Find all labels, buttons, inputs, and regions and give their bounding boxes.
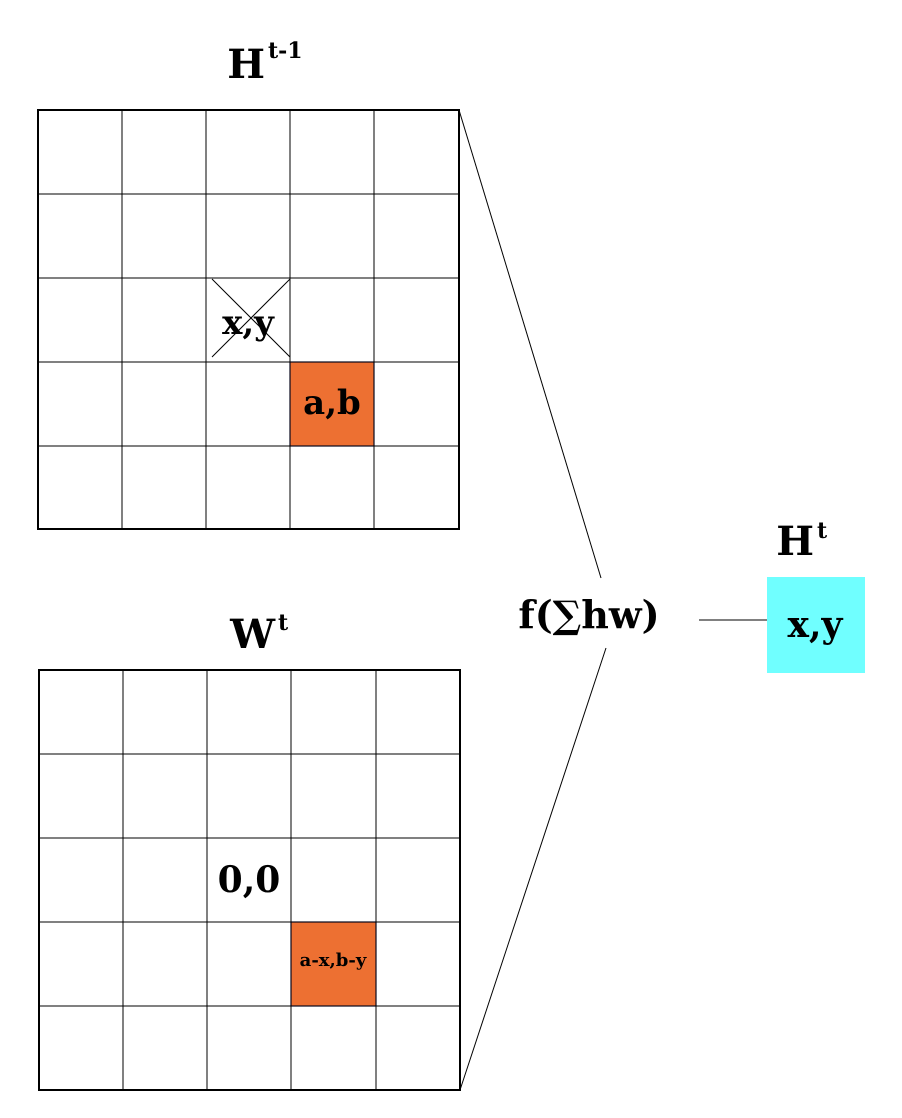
top-grid-cross-b [211, 278, 291, 358]
output-title-sup: t [817, 518, 828, 544]
output-cell-label: x,y [788, 604, 844, 646]
connector-bottom [459, 647, 607, 1091]
function-label: f(∑hw) [518, 592, 659, 637]
output-title-main: H [776, 518, 814, 565]
bottom-grid: 0,0 a-x,b-y [38, 669, 461, 1091]
bottom-grid-title: W [229, 611, 276, 658]
bottom-grid-border [38, 669, 461, 1091]
output-title: H [776, 518, 814, 565]
top-grid-highlight-label: a,b [303, 383, 361, 423]
top-grid-title: H [227, 41, 265, 88]
bottom-grid-highlight-label: a-x,b-y [300, 950, 367, 971]
output-cell [767, 577, 865, 673]
top-grid-title-main: H [227, 41, 265, 88]
bottom-grid-origin-label: 0,0 [218, 859, 281, 901]
top-grid-border [37, 109, 460, 530]
top-grid-origin-label: x,y [222, 303, 275, 343]
top-grid-highlight-cell [289, 361, 375, 447]
bottom-grid-highlight-cell [290, 921, 377, 1007]
bottom-grid-title-main: W [229, 611, 276, 658]
top-grid: x,y a,b [37, 109, 460, 530]
top-grid-title-sup: t-1 [268, 38, 303, 64]
bottom-grid-title-sup: t [278, 610, 289, 636]
connector-top [458, 109, 602, 579]
